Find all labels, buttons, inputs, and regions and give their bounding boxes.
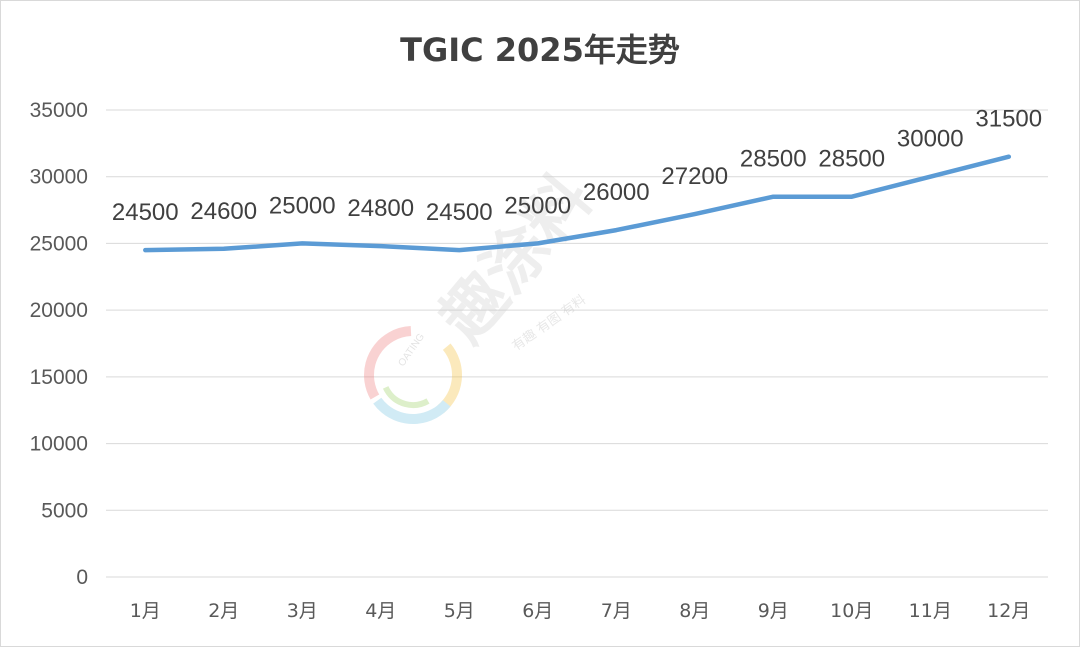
y-tick-label: 0 — [76, 566, 88, 589]
series-layer — [143, 154, 1012, 253]
y-axis-ticks: 0 5000 10000 15000 20000 25000 30000 35000 — [30, 99, 88, 589]
x-tick-label: 1月 — [130, 600, 161, 622]
data-label: 24500 — [426, 199, 493, 226]
x-tick-label: 8月 — [679, 600, 710, 622]
data-label: 28500 — [740, 146, 807, 173]
y-tick-label: 35000 — [30, 99, 88, 122]
data-labels: 24500 24600 25000 24800 24500 25000 26000 27200… — [112, 106, 1042, 226]
x-tick-label: 10月 — [830, 600, 873, 622]
data-label: 30000 — [897, 126, 964, 153]
y-tick-label: 30000 — [30, 166, 88, 189]
data-label: 31500 — [975, 106, 1042, 133]
y-tick-label: 15000 — [30, 366, 88, 389]
x-tick-label: 11月 — [909, 600, 952, 622]
data-label: 28500 — [818, 146, 885, 173]
x-tick-label: 12月 — [987, 600, 1030, 622]
data-label: 24800 — [347, 195, 414, 222]
data-label: 25000 — [269, 192, 336, 219]
data-label: 24500 — [112, 199, 179, 226]
series-line — [143, 154, 1012, 253]
y-tick-label: 5000 — [41, 499, 88, 522]
watermark-text: 趣涂料 — [427, 162, 607, 357]
y-tick-label: 25000 — [30, 232, 88, 255]
x-tick-label: 9月 — [758, 600, 789, 622]
x-tick-label: 7月 — [601, 600, 632, 622]
data-label: 27200 — [661, 163, 728, 190]
x-tick-label: 5月 — [444, 600, 475, 622]
y-tick-label: 20000 — [30, 299, 88, 322]
y-tick-label: 10000 — [30, 433, 88, 456]
x-tick-label: 6月 — [522, 600, 553, 622]
gridlines — [106, 109, 1048, 578]
data-label: 24600 — [190, 198, 257, 225]
x-tick-label: 2月 — [208, 600, 239, 622]
chart-title: TGIC 2025年走势 — [400, 31, 680, 69]
data-label: 26000 — [583, 179, 650, 206]
x-axis-ticks: 1月 2月 3月 4月 5月 6月 7月 8月 9月 10月 11月 12月 — [130, 600, 1031, 622]
watermark-logo-icon — [364, 326, 462, 424]
x-tick-label: 4月 — [365, 600, 396, 622]
x-tick-label: 3月 — [287, 600, 318, 622]
data-label: 25000 — [504, 192, 571, 219]
